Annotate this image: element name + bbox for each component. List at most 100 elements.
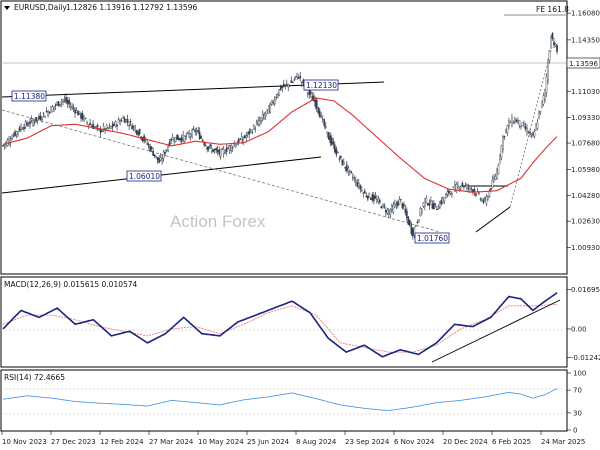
candle-body [131,125,133,130]
candle-body [493,177,495,182]
candle-body [380,206,383,209]
candle-body [47,110,49,116]
candle-body [439,202,441,209]
candle-body [267,105,270,114]
candle-body [284,84,287,86]
price-tick-label: 1.04280 [571,192,600,200]
candle-body [291,81,294,83]
candle-body [63,99,66,101]
candle-body [306,93,309,95]
candle-body [161,158,163,162]
candle-body [469,185,471,189]
candle-body [56,102,58,105]
candle-body [479,198,482,200]
candle-body [101,130,103,132]
candle-body [227,148,230,150]
candle-body [379,199,381,203]
candle-body [449,191,452,194]
candle-body [350,171,353,173]
candle-body [213,148,216,151]
date-tick-label: 12 Feb 2024 [100,438,144,446]
candle-body [218,149,220,155]
candle-body [147,144,150,146]
candle-body [20,126,22,130]
candle-body [189,134,192,137]
rsi-line [2,388,558,412]
candle-body [230,144,233,151]
current-price-tag: 1.13596 [566,57,600,69]
candle-body [72,107,75,109]
candle-body [395,204,398,206]
flag-lower-line [475,206,511,233]
date-tick-label: 27 Mar 2024 [149,438,194,446]
candle-body [192,129,195,131]
candle-body [355,180,357,183]
candle-body [248,130,251,135]
candle-body [81,113,84,120]
candle-body [282,83,285,88]
candle-body [15,131,18,135]
candle-body [526,127,528,132]
candle-body [260,117,263,121]
candle-body [294,76,297,78]
candle-body [460,186,462,188]
candle-body [41,118,43,120]
candle-body [246,131,249,135]
candle-body [341,159,344,166]
candle-body [173,140,175,142]
candle-body [224,152,227,154]
candle-body [346,164,348,171]
candle-body [361,190,363,192]
candle-body [42,112,45,114]
candle-body [425,197,428,203]
candle-body [452,186,455,189]
rsi-axis: 100 70 30 0 [567,370,586,435]
candle-body [374,196,377,199]
candle-body [285,83,288,85]
level-label-1-06010: 1.06010 [126,170,162,182]
candle-body [29,121,31,125]
date-tick-label: 10 May 2024 [198,438,244,446]
candle-body [509,122,512,124]
price-tick-label: 1.09330 [571,114,600,122]
date-tick-label: 6 Feb 2025 [492,438,531,446]
date-tick-label: 23 Sep 2024 [345,438,390,446]
candle-body [185,135,187,137]
ohlc-values: 1.12826 1.13916 1.12792 1.13596 [66,3,197,12]
candle-body [176,134,178,140]
candle-body [18,127,21,131]
date-tick-label: 10 Nov 2023 [2,438,47,446]
candle-body [547,62,549,81]
candle-body [66,100,69,104]
candle-body [128,125,130,127]
candle-body [422,202,425,207]
candle-body [2,145,4,147]
candle-body [427,203,429,206]
candle-body [201,139,204,142]
candle-body [293,79,296,81]
candle-body [177,137,180,141]
candle-body [451,193,453,195]
price-tick-label: 1.05980 [571,166,600,174]
collapse-arrow-icon[interactable] [4,6,10,10]
candle-body [219,149,222,157]
candle-body [548,50,551,61]
candle-body [445,194,447,199]
candle-body [48,111,51,114]
candle-body [356,182,359,187]
candle-body [539,110,542,113]
candle-body [340,155,342,158]
candle-body [403,204,405,207]
candle-body [550,37,552,49]
candle-body [65,97,67,103]
candle-body [382,203,384,208]
rsi-tick-label: 30 [573,409,582,417]
candle-body [551,33,554,39]
candle-body [323,119,326,127]
candle-body [215,148,217,151]
candle-body [257,120,260,125]
candle-body [27,124,30,127]
candle-body [89,122,91,125]
candle-body [410,225,413,235]
candle-body [370,198,372,201]
